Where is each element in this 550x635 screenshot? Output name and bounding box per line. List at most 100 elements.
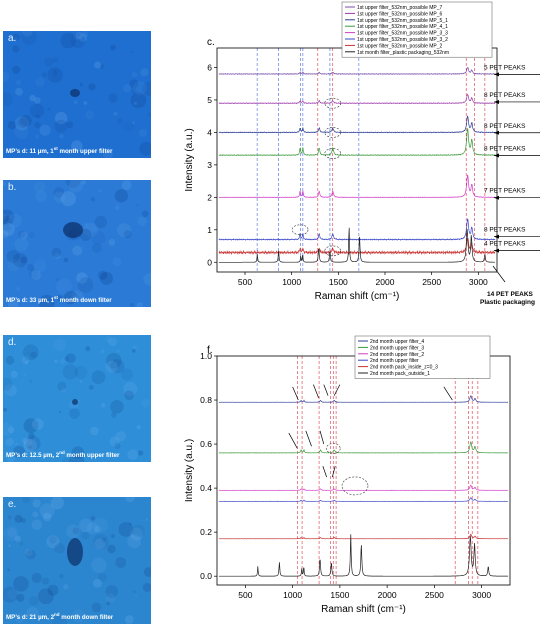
y-tick-label: 0.0 [200, 571, 212, 581]
micrograph-speck [10, 370, 18, 378]
micrograph-speck [34, 97, 41, 104]
spectrum-line [218, 484, 509, 491]
annotation-arrow [333, 384, 341, 396]
micrograph-speck [7, 527, 17, 538]
highlight-circle [341, 476, 369, 496]
micrograph-speck [128, 522, 132, 526]
micrograph-speck [124, 615, 134, 624]
micrograph-speck [15, 87, 23, 96]
spectrum-line [218, 497, 509, 502]
micrograph-speck [115, 557, 127, 568]
micrograph-speck [52, 57, 59, 64]
micrograph-speck [94, 525, 101, 533]
micrograph-speck [66, 524, 80, 539]
micrograph-speck [123, 84, 132, 93]
micrograph-speck [3, 407, 7, 412]
micrograph-speck [77, 277, 94, 293]
micrograph-speck [105, 360, 118, 373]
pet-peaks-annotation: 7 PET PEAKS [484, 188, 526, 195]
y-tick-label: 2 [207, 192, 212, 202]
micrograph-speck [114, 442, 121, 450]
micrograph-speck [4, 384, 17, 397]
micrograph-speck [6, 250, 20, 263]
micrograph-speck [88, 384, 94, 390]
micrograph-speck [7, 426, 15, 434]
raman-chart-f: f. 500 1000 1500 2000 2500 3000 0.0 0.2 0.4 0.6 0.8… [184, 335, 511, 615]
micrograph-speck [41, 577, 50, 585]
micrograph-speck [111, 412, 117, 418]
micrograph-speck [127, 449, 138, 461]
micrograph-speck [114, 189, 129, 203]
micrograph-speck [55, 278, 59, 282]
micrograph-speck [93, 517, 109, 533]
micrograph-speck [22, 31, 33, 37]
micrograph-speck [74, 365, 88, 379]
micrograph-speck [113, 111, 118, 116]
micrograph-speck [38, 294, 55, 307]
micrograph-speck [54, 543, 65, 554]
micrograph-speck [139, 141, 151, 156]
micrograph-speck [72, 527, 80, 535]
micrograph-speck [31, 270, 41, 280]
micrograph-speck [7, 213, 22, 228]
micrograph-speck [35, 190, 47, 203]
micrograph-speck [77, 399, 80, 402]
micrograph-speck [137, 216, 147, 227]
highlight-circle [325, 443, 341, 454]
micrograph-speck [64, 356, 70, 362]
bottom-note-line-2: Plastic packaging [480, 299, 535, 306]
micrograph-speck [62, 457, 70, 462]
micrograph-speck [7, 121, 17, 130]
plot-frame [216, 355, 511, 586]
micrograph-speck [63, 584, 69, 590]
panel-letter-a: a. [8, 33, 17, 44]
micrograph-speck [139, 129, 147, 137]
micrograph-speck [83, 222, 89, 227]
micrograph-speck [143, 273, 151, 286]
micrograph-speck [91, 557, 107, 573]
y-tick-label: 1.0 [200, 351, 212, 361]
micrograph-speck [3, 223, 15, 236]
micrograph-speck [16, 593, 25, 602]
micrograph-speck [110, 359, 125, 374]
micrograph-speck [131, 349, 136, 353]
micrograph-speck [136, 203, 139, 207]
x-tick-label: 1000 [282, 277, 301, 287]
annotation-arrow-head [494, 234, 499, 239]
micrograph-speck [130, 92, 147, 109]
micrograph-speck [98, 188, 102, 193]
x-tick-label: 2500 [425, 590, 444, 600]
micrograph-speck [110, 400, 124, 414]
micrograph-d: d. MP’s d: 12.5 µm, 2nd month upper filt… [3, 335, 151, 462]
spectrum-line [218, 218, 496, 241]
micrograph-speck [31, 572, 42, 583]
micrograph-speck [25, 548, 33, 557]
micrograph-speck [4, 215, 10, 222]
micrograph-speck [14, 442, 19, 447]
micrograph-speck [3, 526, 19, 541]
micrograph-speck [71, 290, 84, 303]
legend-entry: 2nd month upper filter_3 [370, 345, 424, 351]
spectrum-line [218, 534, 509, 577]
micrograph-speck [114, 205, 120, 211]
micrograph-speck [117, 223, 131, 238]
micrograph-speck [130, 527, 143, 541]
micrograph-speck [90, 426, 99, 436]
legend-entry: 1st upper filter_532nm_possible MP_3_2 [357, 37, 448, 43]
micrograph-speck [29, 94, 36, 102]
micrograph-speck [132, 524, 145, 538]
micrograph-speck [3, 209, 15, 225]
micrograph-speck [13, 37, 18, 42]
micrograph-speck [23, 438, 37, 453]
micrograph-speck [54, 252, 61, 260]
micrograph-speck [5, 355, 15, 365]
annotation-arrow-head [494, 72, 499, 77]
micrograph-speck [3, 92, 13, 106]
pet-peaks-annotation: 8 PET PEAKS [484, 227, 526, 234]
micrograph-speck [145, 518, 148, 521]
micrograph-speck [123, 121, 134, 132]
micrograph-speck [44, 57, 54, 67]
micrograph-speck [20, 231, 28, 240]
micrograph-speck [65, 353, 76, 364]
micrograph-speck [101, 537, 107, 543]
